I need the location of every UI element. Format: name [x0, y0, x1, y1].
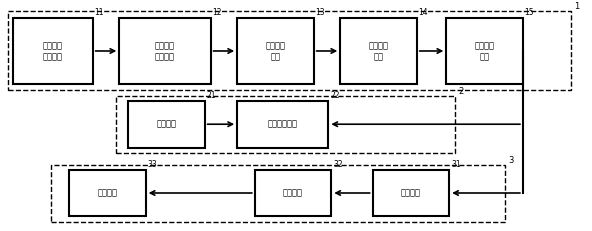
- Bar: [8, 11, 571, 90]
- Bar: [255, 170, 332, 216]
- Bar: [446, 18, 523, 84]
- Text: 12: 12: [213, 8, 222, 17]
- Text: 曲线拟合
模块: 曲线拟合 模块: [475, 41, 494, 61]
- Text: 32: 32: [333, 160, 343, 169]
- Text: 连续信号
发生模块: 连续信号 发生模块: [43, 41, 63, 61]
- Bar: [372, 170, 449, 216]
- Text: 31: 31: [451, 160, 461, 169]
- Bar: [340, 18, 417, 84]
- Text: 读取模块: 读取模块: [401, 188, 421, 198]
- Bar: [237, 101, 329, 148]
- Text: 存储模块: 存储模块: [98, 188, 117, 198]
- Text: 信号分段
调制模块: 信号分段 调制模块: [155, 41, 175, 61]
- Text: 低通滤波
模块: 低通滤波 模块: [368, 41, 388, 61]
- Bar: [128, 101, 205, 148]
- Text: 频率叠加
模块: 频率叠加 模块: [265, 41, 285, 61]
- Text: 14: 14: [419, 8, 428, 17]
- Text: 采集模块: 采集模块: [156, 120, 176, 129]
- Text: 2: 2: [458, 88, 464, 97]
- Text: 3: 3: [508, 156, 513, 165]
- Text: 写入模块: 写入模块: [283, 188, 303, 198]
- Bar: [52, 165, 505, 222]
- Text: 分段提相模块: 分段提相模块: [268, 120, 298, 129]
- Text: 1: 1: [574, 2, 580, 11]
- Bar: [13, 18, 93, 84]
- Bar: [116, 97, 455, 153]
- Text: 15: 15: [525, 8, 534, 17]
- Text: 33: 33: [147, 160, 157, 169]
- Text: 11: 11: [95, 8, 104, 17]
- Bar: [237, 18, 314, 84]
- Bar: [69, 170, 146, 216]
- Text: 22: 22: [330, 91, 340, 100]
- Text: 13: 13: [316, 8, 325, 17]
- Bar: [119, 18, 211, 84]
- Text: 21: 21: [207, 91, 216, 100]
